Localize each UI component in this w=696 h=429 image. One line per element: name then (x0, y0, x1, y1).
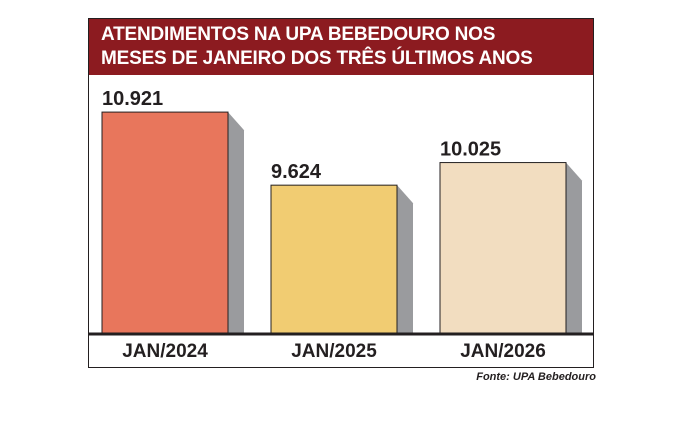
bar-value-label: 9.624 (271, 161, 322, 183)
bar-value-label: 10.025 (440, 139, 501, 161)
bar-shadow (228, 112, 244, 334)
bar (270, 184, 398, 334)
bar-value-label: 10.921 (102, 88, 163, 110)
bar (439, 162, 567, 334)
bar-shadow (566, 162, 582, 333)
chart-title-line-1: ATENDIMENTOS NA UPA BEBEDOURO NOS (101, 24, 496, 45)
bar-shadow (397, 185, 413, 333)
category-label: JAN/2026 (460, 341, 546, 362)
category-label: JAN/2025 (291, 341, 377, 362)
chart-title-line-2: MESES DE JANEIRO DOS TRÊS ÚLTIMOS ANOS (101, 48, 533, 69)
source-note: Fonte: UPA Bebedouro (476, 371, 596, 383)
bar (101, 111, 229, 334)
category-label: JAN/2024 (122, 341, 208, 362)
chart-title: ATENDIMENTOS NA UPA BEBEDOURO NOS MESES … (89, 19, 593, 75)
